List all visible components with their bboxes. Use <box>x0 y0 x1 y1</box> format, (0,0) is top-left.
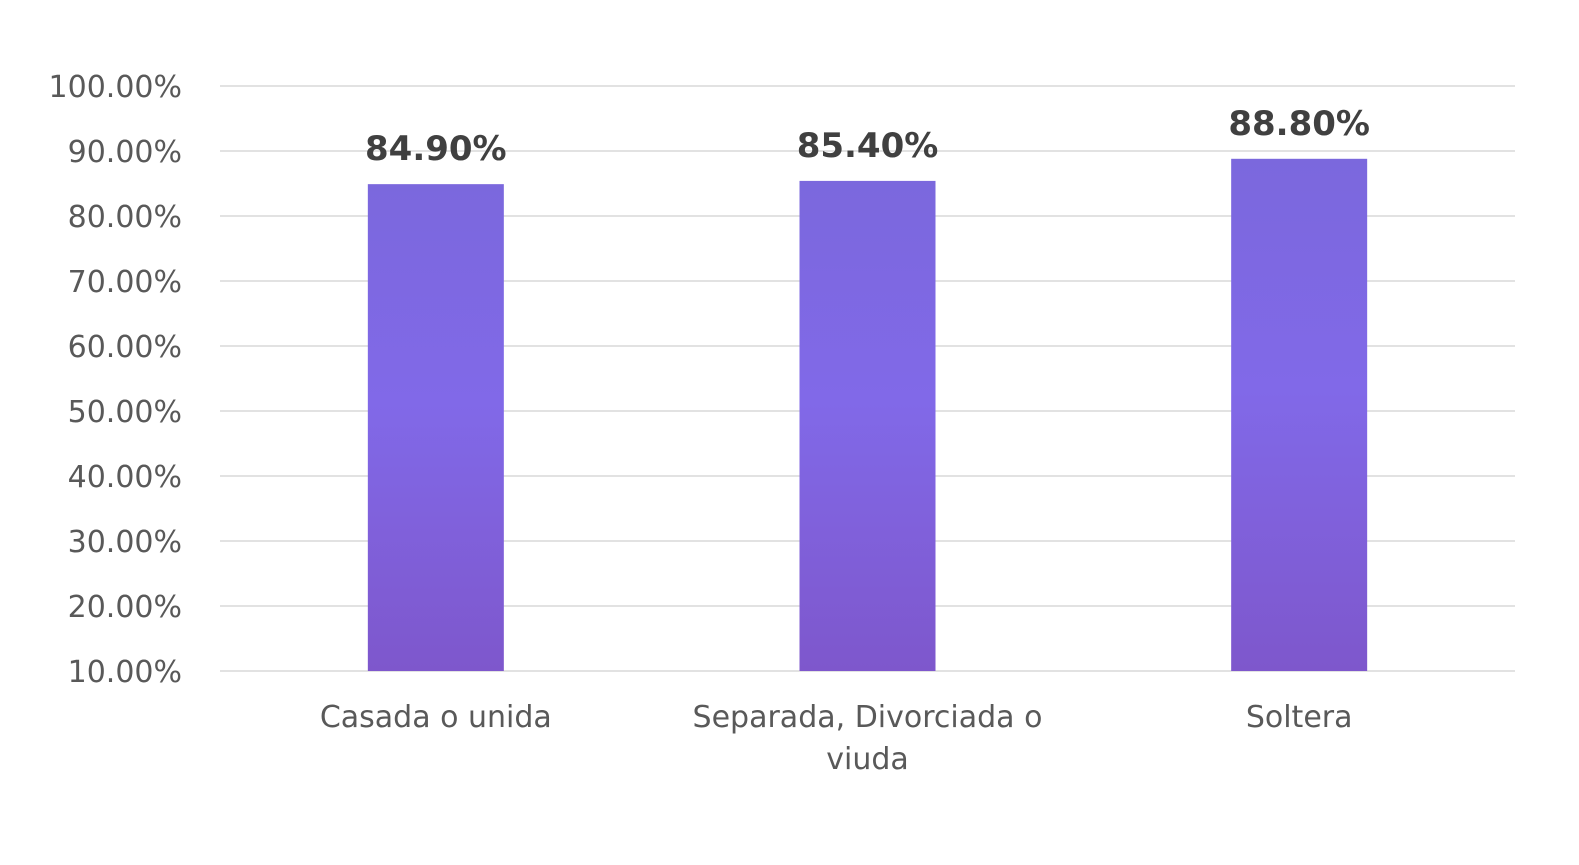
bar <box>799 180 936 671</box>
data-label: 88.80% <box>1228 104 1370 144</box>
data-label: 84.90% <box>365 129 507 169</box>
y-tick-label: 50.00% <box>68 395 182 430</box>
y-tick-label: 70.00% <box>68 265 182 300</box>
y-tick-label: 100.00% <box>49 70 182 105</box>
y-tick-label: 10.00% <box>68 655 182 690</box>
x-tick-label: viuda <box>826 742 909 777</box>
y-tick-label: 60.00% <box>68 330 182 365</box>
y-tick-label: 40.00% <box>68 460 182 495</box>
x-tick-label: Casada o unida <box>320 700 552 735</box>
data-labels: 84.90% 85.40% 88.80% <box>365 104 1370 169</box>
y-tick-label: 90.00% <box>68 135 182 170</box>
x-tick-label: Separada, Divorciada o <box>693 700 1043 735</box>
y-tick-label: 20.00% <box>68 590 182 625</box>
y-tick-label: 30.00% <box>68 525 182 560</box>
y-tick-label: 80.00% <box>68 200 182 235</box>
bar <box>1231 158 1368 672</box>
bars <box>367 158 1368 672</box>
bar <box>367 184 504 671</box>
data-label: 85.40% <box>797 126 939 166</box>
x-tick-label: Soltera <box>1246 700 1353 735</box>
x-axis: Casada o unida Separada, Divorciada o viud… <box>320 700 1353 777</box>
y-axis: 100.00% 90.00% 80.00% 70.00% 60.00% 50.00% 40.… <box>49 70 182 690</box>
